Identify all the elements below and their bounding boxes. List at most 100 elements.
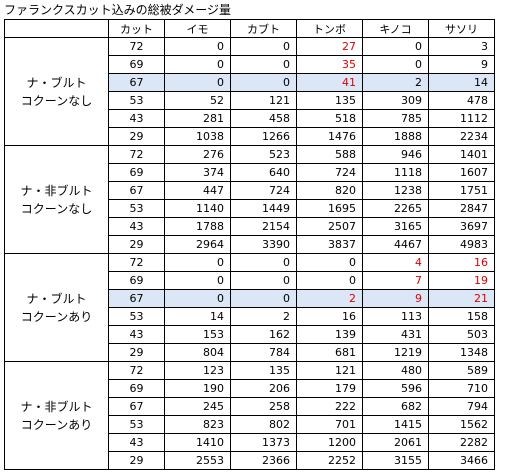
header-corner xyxy=(4,19,109,38)
group-label-line2: コクーンなし xyxy=(20,201,93,216)
value-cell: 1112 xyxy=(428,109,495,128)
value-cell: 135 xyxy=(296,91,363,110)
header-kinoko: キノコ xyxy=(362,19,429,38)
value-cell: 681 xyxy=(296,343,363,362)
value-cell: 4467 xyxy=(362,235,429,254)
value-cell: 158 xyxy=(428,307,495,326)
value-cell: 0 xyxy=(296,271,363,290)
cut-cell: 72 xyxy=(108,361,165,380)
cut-cell: 29 xyxy=(108,343,165,362)
value-cell: 309 xyxy=(362,91,429,110)
cut-cell: 69 xyxy=(108,163,165,182)
value-cell: 480 xyxy=(362,361,429,380)
value-cell: 3165 xyxy=(362,217,429,236)
value-cell: 16 xyxy=(428,253,495,272)
value-cell: 1118 xyxy=(362,163,429,182)
value-cell: 16 xyxy=(296,307,363,326)
group-label-line1: ナ・ブルト xyxy=(26,291,87,306)
value-cell: 1410 xyxy=(164,433,231,452)
cut-cell: 53 xyxy=(108,415,165,434)
cut-cell: 72 xyxy=(108,37,165,56)
value-cell: 190 xyxy=(164,379,231,398)
value-cell: 2061 xyxy=(362,433,429,452)
value-cell: 0 xyxy=(164,289,231,308)
value-cell: 1607 xyxy=(428,163,495,182)
value-cell: 0 xyxy=(296,253,363,272)
cut-cell: 29 xyxy=(108,451,165,470)
value-cell: 1140 xyxy=(164,199,231,218)
value-cell: 0 xyxy=(164,73,231,92)
cut-cell: 67 xyxy=(108,289,165,308)
value-cell: 2265 xyxy=(362,199,429,218)
table-row: 53 823 802 701 1415 1562 xyxy=(5,415,495,434)
table-row: 53 14 2 16 113 158 xyxy=(5,307,495,326)
value-cell: 1415 xyxy=(362,415,429,434)
value-cell: 1038 xyxy=(164,127,231,146)
cut-cell: 69 xyxy=(108,379,165,398)
value-cell: 0 xyxy=(164,253,231,272)
value-cell: 804 xyxy=(164,343,231,362)
table-row: 67 245 258 222 682 794 xyxy=(5,397,495,416)
value-cell: 0 xyxy=(164,271,231,290)
value-cell: 1219 xyxy=(362,343,429,362)
value-cell: 113 xyxy=(362,307,429,326)
table-row: 29 2964 3390 3837 4467 4983 xyxy=(5,235,495,254)
value-cell: 0 xyxy=(230,55,297,74)
cut-cell: 43 xyxy=(108,109,165,128)
group-label-line2: コクーンあり xyxy=(20,309,93,324)
value-cell: 823 xyxy=(164,415,231,434)
cut-cell: 53 xyxy=(108,199,165,218)
cut-cell: 43 xyxy=(108,433,165,452)
value-cell: 820 xyxy=(296,181,363,200)
table-row: 29 2553 2366 2252 3155 3466 xyxy=(5,451,495,470)
value-cell: 1266 xyxy=(230,127,297,146)
value-cell: 724 xyxy=(230,181,297,200)
header-sasori: サソリ xyxy=(428,19,495,38)
value-cell: 9 xyxy=(428,55,495,74)
header-imo: イモ xyxy=(164,19,231,38)
damage-table: カット イモ カブト トンボ キノコ サソリ ナ・ブルト コクーンなし 72 0 0 27… xyxy=(4,19,495,470)
value-cell: 0 xyxy=(230,271,297,290)
value-cell: 0 xyxy=(164,55,231,74)
value-cell: 458 xyxy=(230,109,297,128)
value-cell: 1888 xyxy=(362,127,429,146)
cut-cell: 72 xyxy=(108,145,165,164)
value-cell: 206 xyxy=(230,379,297,398)
value-cell: 2 xyxy=(362,73,429,92)
value-cell: 1200 xyxy=(296,433,363,452)
value-cell: 21 xyxy=(428,289,495,308)
value-cell: 245 xyxy=(164,397,231,416)
header-cut: カット xyxy=(108,19,165,38)
value-cell: 478 xyxy=(428,91,495,110)
value-cell: 281 xyxy=(164,109,231,128)
value-cell: 14 xyxy=(428,73,495,92)
value-cell: 0 xyxy=(230,37,297,56)
value-cell: 1562 xyxy=(428,415,495,434)
group-label-line1: ナ・非ブルト xyxy=(20,183,93,198)
value-cell: 139 xyxy=(296,325,363,344)
value-cell: 1238 xyxy=(362,181,429,200)
value-cell: 431 xyxy=(362,325,429,344)
cut-cell: 53 xyxy=(108,307,165,326)
value-cell: 374 xyxy=(164,163,231,182)
table-row: 67 447 724 820 1238 1751 xyxy=(5,181,495,200)
value-cell: 162 xyxy=(230,325,297,344)
cut-cell: 67 xyxy=(108,181,165,200)
table-row: 29 804 784 681 1219 1348 xyxy=(5,343,495,362)
table-title: ファランクスカット込みの総被ダメージ量 xyxy=(4,3,232,17)
value-cell: 135 xyxy=(230,361,297,380)
cut-cell: 69 xyxy=(108,55,165,74)
value-cell: 518 xyxy=(296,109,363,128)
group-label-line1: ナ・非ブルト xyxy=(20,399,93,414)
value-cell: 2847 xyxy=(428,199,495,218)
value-cell: 946 xyxy=(362,145,429,164)
value-cell: 9 xyxy=(362,289,429,308)
group-label-line1: ナ・ブルト xyxy=(26,75,87,90)
value-cell: 1788 xyxy=(164,217,231,236)
value-cell: 3466 xyxy=(428,451,495,470)
table-row: ナ・非ブルト コクーンなし 72 276 523 588 946 1401 xyxy=(4,145,495,254)
value-cell: 0 xyxy=(362,37,429,56)
cut-cell: 43 xyxy=(108,325,165,344)
value-cell: 4983 xyxy=(428,235,495,254)
cut-cell: 67 xyxy=(108,73,165,92)
